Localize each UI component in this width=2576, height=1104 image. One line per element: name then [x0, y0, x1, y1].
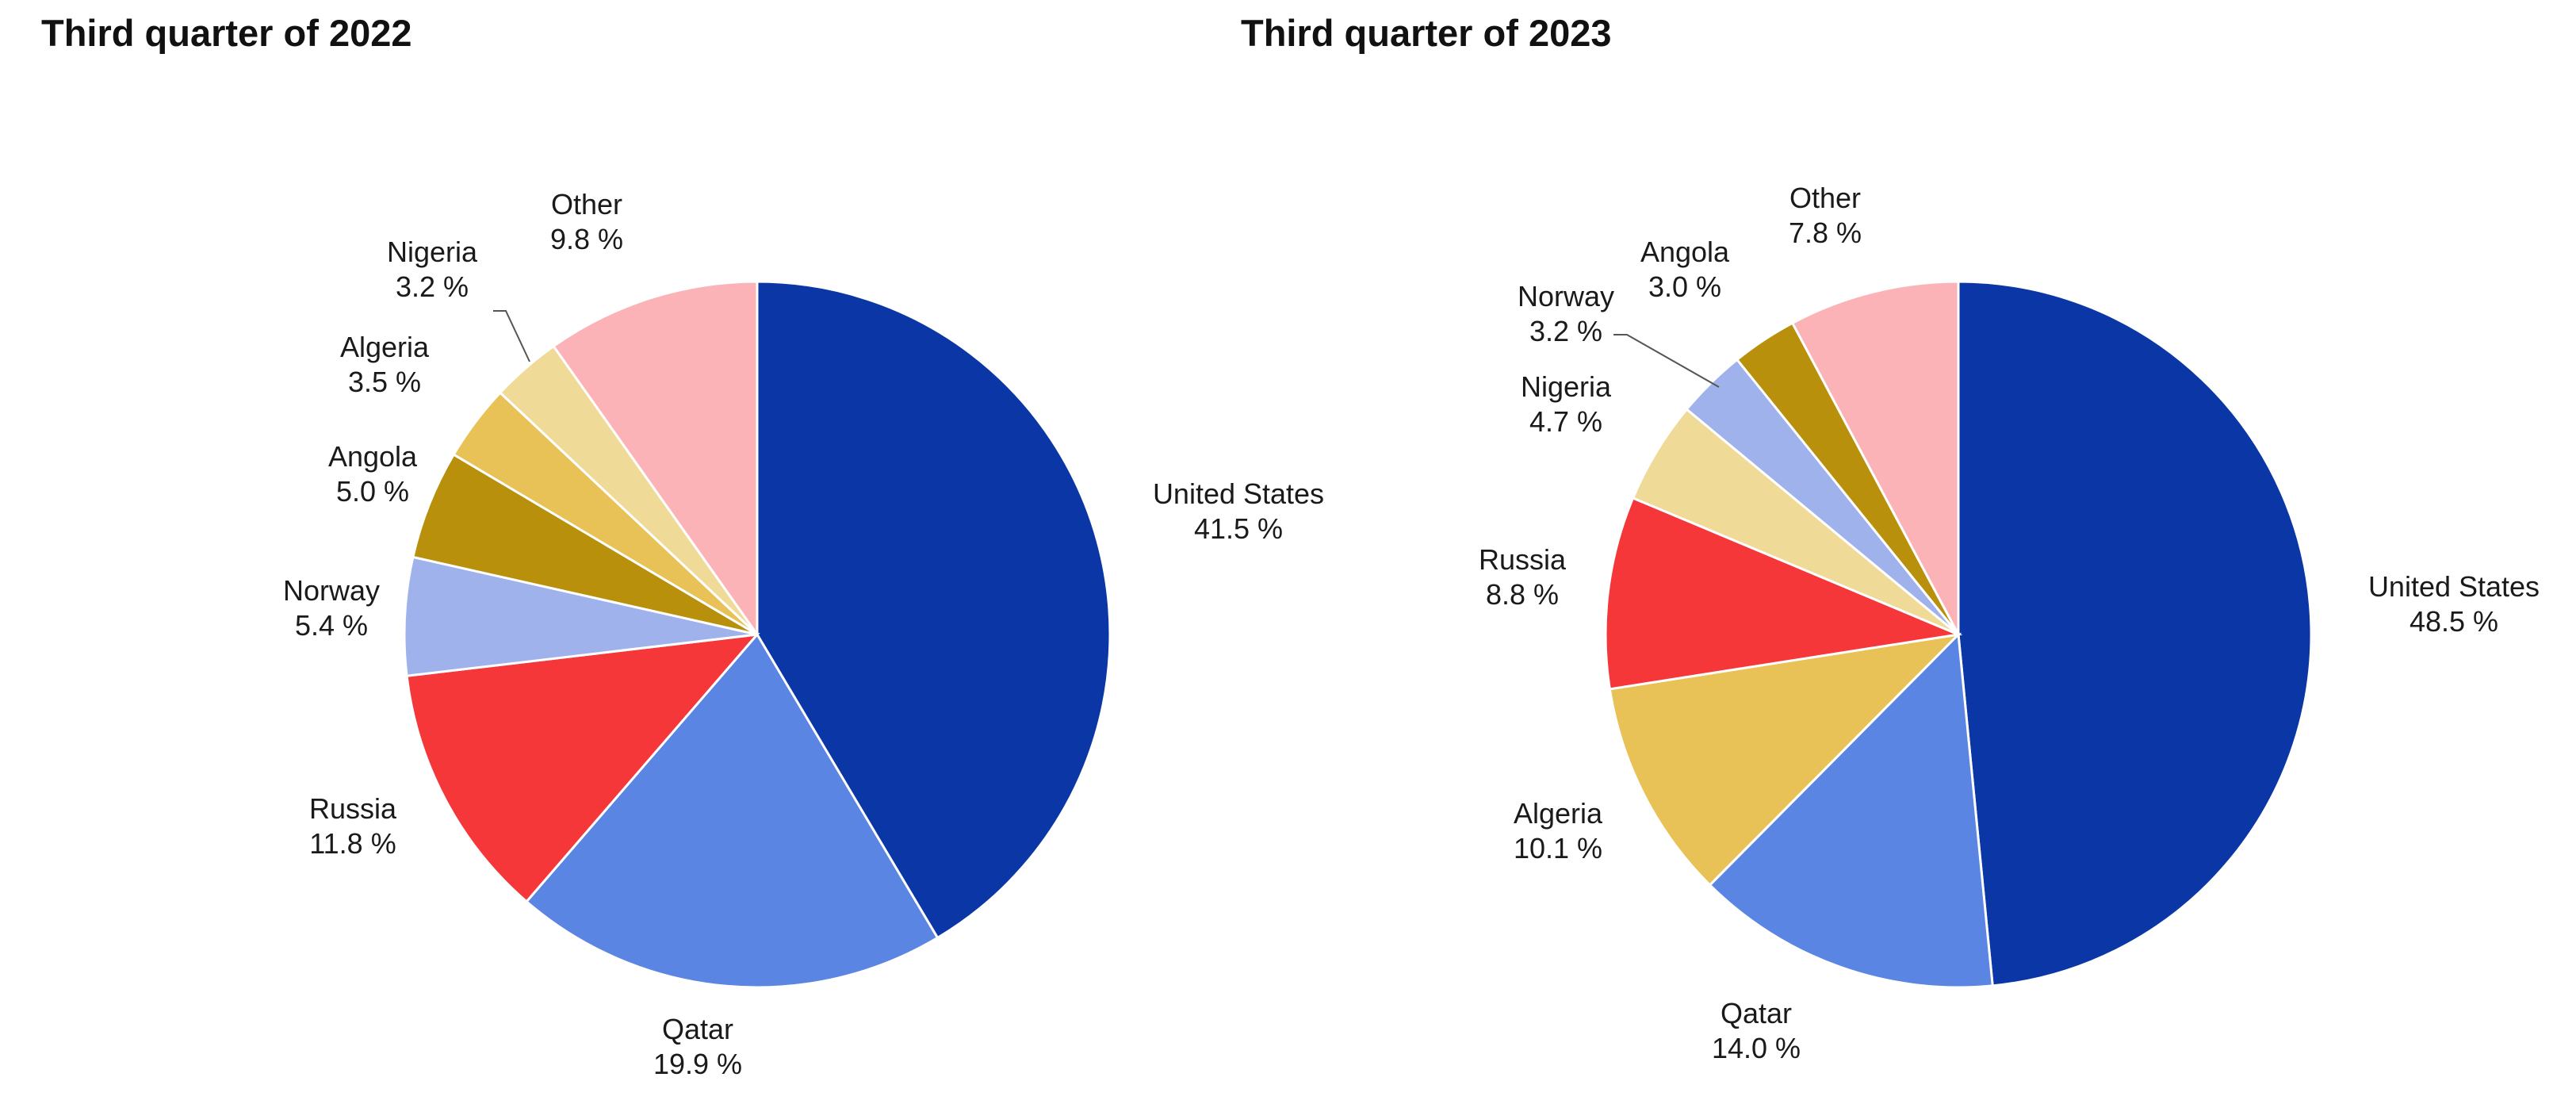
- slice-value-united-states-2023: 48.5 %: [2409, 605, 2498, 638]
- pie-slice-russia-2023: [1604, 496, 1963, 691]
- slice-label-russia-2023: Russia 8.8 %: [1479, 543, 1567, 611]
- pie-labels-2022: United States 41.5 % Qatar 19.9 % Russia 11.8…: [283, 188, 1324, 1080]
- slice-value-other-2023: 7.8 %: [1789, 217, 1862, 249]
- slice-value-qatar-2022: 19.9 %: [653, 1048, 742, 1080]
- pie-slices-2022: [403, 280, 1112, 989]
- slice-name-other-2023: Other: [1789, 182, 1861, 214]
- slice-value-algeria-2023: 10.1 %: [1514, 832, 1602, 864]
- pie-slice-other-2023: [1790, 280, 1960, 635]
- slice-label-angola-2023: Angola 3.0 %: [1640, 236, 1730, 303]
- slice-value-nigeria-2022: 3.2 %: [396, 270, 469, 303]
- slice-label-norway-2023: Norway 3.2 %: [1518, 280, 1614, 347]
- pie-slices-2023: [1604, 280, 2313, 989]
- slice-name-algeria-2023: Algeria: [1514, 797, 1603, 830]
- pie-slice-qatar-2023: [1708, 631, 1994, 989]
- slice-label-nigeria-2023: Nigeria 4.7 %: [1521, 370, 1612, 438]
- slice-label-other-2022: Other 9.8 %: [550, 188, 623, 255]
- slice-name-norway-2022: Norway: [283, 574, 380, 607]
- pie-slice-united-states-2023: [1957, 280, 2313, 987]
- slice-name-nigeria-2023: Nigeria: [1521, 370, 1612, 403]
- slice-name-russia-2023: Russia: [1479, 543, 1567, 576]
- slice-name-nigeria-2022: Nigeria: [387, 236, 478, 268]
- slice-name-qatar-2023: Qatar: [1721, 997, 1792, 1029]
- slice-value-norway-2022: 5.4 %: [295, 609, 368, 642]
- slice-name-algeria-2022: Algeria: [340, 331, 430, 363]
- slice-label-united-states-2022: United States 41.5 %: [1153, 477, 1324, 545]
- slice-name-united-states-2022: United States: [1153, 477, 1324, 510]
- slice-name-qatar-2022: Qatar: [662, 1013, 733, 1045]
- slice-value-other-2022: 9.8 %: [550, 223, 623, 255]
- chart-title-2023: Third quarter of 2023: [1241, 12, 1612, 54]
- pie-slice-norway-2022: [403, 555, 758, 677]
- slice-label-qatar-2022: Qatar 19.9 %: [653, 1013, 742, 1080]
- slice-label-norway-2022: Norway 5.4 %: [283, 574, 380, 642]
- slice-value-angola-2023: 3.0 %: [1648, 270, 1721, 303]
- pie-leaders-2023: [1613, 334, 1720, 388]
- pie-chart-2022: Third quarter of 2022 United States 41.5 …: [41, 12, 1324, 1080]
- pie-labels-2023: United States 48.5 % Qatar 14.0 % Algeria 10.…: [1479, 182, 2540, 1064]
- slice-name-norway-2023: Norway: [1518, 280, 1614, 312]
- slice-value-algeria-2022: 3.5 %: [348, 366, 421, 398]
- pie-slice-united-states-2022: [756, 280, 1112, 940]
- pie-slice-other-2022: [552, 280, 759, 638]
- pie-chart-2023: Third quarter of 2023 United States 48.5 …: [1241, 12, 2540, 1064]
- slice-name-angola-2023: Angola: [1640, 236, 1730, 268]
- slice-name-angola-2022: Angola: [328, 440, 418, 473]
- slice-name-other-2022: Other: [551, 188, 622, 220]
- pie-leaders-2022: [493, 310, 530, 362]
- slice-label-angola-2022: Angola 5.0 %: [328, 440, 418, 508]
- slice-value-norway-2023: 3.2 %: [1529, 315, 1602, 347]
- slice-label-russia-2022: Russia 11.8 %: [309, 792, 397, 860]
- slice-label-nigeria-2022: Nigeria 3.2 %: [387, 236, 478, 303]
- slice-value-nigeria-2023: 4.7 %: [1529, 405, 1602, 438]
- pie-slice-qatar-2022: [525, 632, 940, 989]
- slice-name-united-states-2023: United States: [2368, 570, 2540, 603]
- slice-label-algeria-2022: Algeria 3.5 %: [340, 331, 430, 398]
- slice-label-algeria-2023: Algeria 10.1 %: [1514, 797, 1603, 864]
- leader-line-norway-2023: [1613, 334, 1720, 388]
- slice-value-qatar-2023: 14.0 %: [1712, 1032, 1801, 1064]
- slice-value-russia-2023: 8.8 %: [1486, 578, 1559, 611]
- slice-label-other-2023: Other 7.8 %: [1789, 182, 1862, 249]
- slice-value-russia-2022: 11.8 %: [309, 827, 396, 860]
- chart-title-2022: Third quarter of 2022: [41, 12, 412, 54]
- slice-value-angola-2022: 5.0 %: [336, 475, 409, 508]
- slice-label-united-states-2023: United States 48.5 %: [2368, 570, 2540, 638]
- slice-value-united-states-2022: 41.5 %: [1194, 512, 1283, 545]
- leader-line-nigeria-2022: [493, 310, 530, 362]
- slice-label-qatar-2023: Qatar 14.0 %: [1712, 997, 1801, 1064]
- slice-name-russia-2022: Russia: [309, 792, 397, 825]
- pie-slice-russia-2022: [405, 633, 760, 903]
- pie-slice-algeria-2023: [1608, 632, 1962, 887]
